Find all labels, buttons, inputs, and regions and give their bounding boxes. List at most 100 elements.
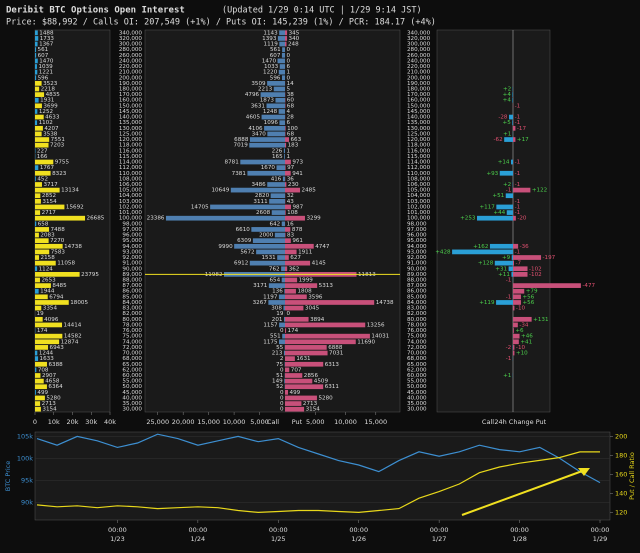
total-bar [35, 132, 42, 137]
total-bar [35, 87, 39, 92]
call-change-bar [512, 98, 513, 103]
total-label: 15692 [66, 204, 84, 210]
total-label: 6388 [48, 362, 63, 368]
call-label: 416 [271, 176, 282, 182]
call-bar [279, 120, 285, 125]
total-label: 3717 [43, 182, 58, 188]
total-bar [35, 278, 40, 283]
total-bar [35, 368, 36, 373]
x-tick-label: 10,000 [223, 418, 246, 426]
call-bar [279, 294, 285, 299]
put-change-bar [513, 339, 519, 344]
call-change-bar [496, 300, 513, 305]
total-bar [35, 171, 51, 176]
x-time-label: 00:00 [591, 526, 610, 534]
total-bar [35, 379, 44, 384]
change-label: 24h Change [494, 418, 533, 426]
put-change-bar [513, 328, 514, 333]
put-bar [285, 238, 291, 243]
call-label: 9990 [218, 244, 233, 250]
put-label: 362 [289, 266, 300, 272]
put-change-label: -36 [520, 244, 530, 250]
put-bar [285, 227, 290, 232]
put-change-label: +122 [532, 188, 547, 194]
total-bar [35, 351, 37, 356]
call-label: 1157 [263, 322, 278, 328]
x-tick-label: 15,000 [364, 418, 387, 426]
put-bar [285, 390, 288, 395]
total-bar [35, 42, 38, 47]
call-bar [279, 70, 285, 75]
x-time-label: 00:00 [108, 526, 127, 534]
call-change-bar [512, 92, 513, 97]
total-bar [35, 306, 41, 311]
put-bar [285, 294, 307, 299]
put-label: 707 [291, 367, 302, 373]
total-bar [35, 384, 47, 389]
subtitle: Price: $88,992 / Calls OI: 207,549 (+1%)… [6, 18, 436, 28]
call-label: 596 [270, 75, 281, 81]
put-label: 499 [290, 390, 301, 396]
x-time-label: 00:00 [349, 526, 368, 534]
put-bar [285, 255, 289, 260]
call-change-label: +93 [486, 171, 498, 177]
put-change-bar [513, 317, 532, 322]
total-bar [35, 300, 69, 305]
call-change-bar [506, 193, 513, 198]
call-change-bar [511, 272, 513, 277]
put-bar [285, 126, 286, 131]
total-bar [35, 261, 56, 266]
put-label: Put [292, 418, 303, 426]
call-change-bar [509, 115, 513, 120]
total-bar [35, 103, 42, 108]
put-label: 961 [292, 238, 303, 244]
total-bar [35, 238, 49, 243]
put-bar [285, 165, 286, 170]
put-bar [285, 244, 314, 249]
put-bar [285, 356, 295, 361]
call-bar [267, 103, 285, 108]
total-bar [35, 373, 40, 378]
call-label: 10649 [211, 188, 229, 194]
put-change-bar [513, 216, 516, 221]
x-tick-label: 40k [104, 418, 116, 426]
x-tick-label: 30k [85, 418, 97, 426]
call-label: 762 [269, 266, 280, 272]
call-change-label: -1 [506, 294, 512, 300]
total-bar [35, 334, 62, 339]
x-date-label: 1/23 [110, 535, 125, 543]
call-label: 2608 [256, 210, 271, 216]
total-label: 2717 [42, 210, 57, 216]
put-label: 3299 [306, 216, 321, 222]
put-bar [285, 205, 291, 210]
total-bar [35, 323, 62, 328]
total-bar [35, 294, 48, 299]
total-bar [35, 53, 36, 58]
put-bar [285, 323, 365, 328]
call-label: 3171 [253, 283, 268, 289]
x-date-label: 1/24 [191, 535, 206, 543]
call-bar [278, 36, 285, 41]
total-label: 14738 [64, 244, 82, 250]
call-change-bar [509, 266, 513, 271]
put-bar [285, 210, 286, 215]
put-change-bar [513, 351, 514, 356]
call-bar [282, 221, 285, 226]
put-change-label: -1 [515, 249, 521, 255]
put-bar [285, 401, 301, 406]
call-label: 165 [272, 154, 283, 160]
call-bar [271, 193, 285, 198]
put-change-label: -197 [543, 255, 556, 261]
put-bar [285, 160, 291, 165]
call-change-bar [507, 210, 513, 215]
call-change-label: -1 [506, 356, 512, 362]
total-label: 7270 [50, 238, 65, 244]
call-label: 14705 [191, 204, 209, 210]
total-bar [35, 143, 49, 148]
put-change-label: -20 [517, 216, 527, 222]
call-label: 1096 [264, 120, 279, 126]
put-bar [285, 36, 287, 41]
call-label: Call [267, 418, 279, 426]
call-bar [267, 182, 285, 187]
